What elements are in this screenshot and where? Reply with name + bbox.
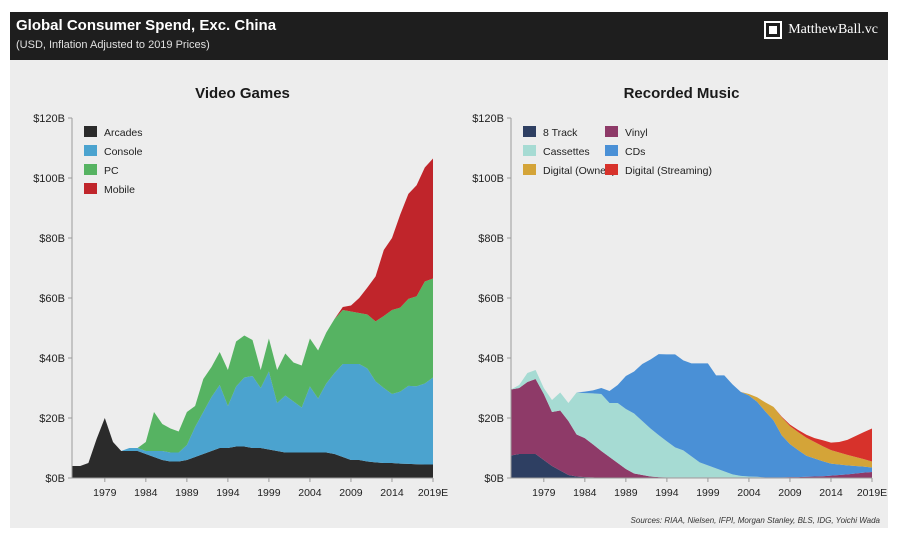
- legend-label-vinyl: Vinyl: [625, 127, 648, 139]
- chart-title: Video Games: [195, 85, 290, 102]
- x-tick-label: 2009: [339, 487, 363, 499]
- x-tick-label: 2014: [819, 487, 843, 499]
- x-tick-label: 2019E: [418, 487, 448, 499]
- x-tick-label: 2004: [298, 487, 322, 499]
- chart-title: Recorded Music: [624, 85, 740, 102]
- legend-label-console: Console: [104, 146, 143, 158]
- y-tick-label: $80B: [478, 233, 504, 245]
- x-tick-label: 1989: [614, 487, 638, 499]
- x-tick-label: 2009: [778, 487, 802, 499]
- y-tick-label: $60B: [39, 293, 65, 305]
- x-tick-label: 2014: [380, 487, 404, 499]
- y-tick-label: $60B: [478, 293, 504, 305]
- legend-swatch-8-track: [523, 126, 536, 137]
- legend-swatch-mobile: [84, 183, 97, 194]
- legend-swatch-console: [84, 145, 97, 156]
- header-bar: Global Consumer Spend, Exc. China (USD, …: [10, 12, 888, 60]
- y-tick-label: $40B: [39, 353, 65, 365]
- x-tick-label: 1999: [257, 487, 281, 499]
- y-tick-label: $40B: [478, 353, 504, 365]
- legend-label-arcades: Arcades: [104, 127, 143, 139]
- series-area-vinyl: [511, 379, 872, 478]
- brand-name: MatthewBall.vc: [788, 22, 878, 37]
- legend-label-digital-streaming: Digital (Streaming): [625, 165, 712, 177]
- x-tick-label: 1999: [696, 487, 720, 499]
- square-frame-icon: [764, 21, 783, 39]
- legend-swatch-cds: [605, 145, 618, 156]
- x-tick-label: 1994: [655, 487, 679, 499]
- x-tick-label: 1989: [175, 487, 199, 499]
- y-tick-label: $20B: [478, 413, 504, 425]
- y-tick-label: $20B: [39, 413, 65, 425]
- legend-label-digital-owned: Digital (Owned): [543, 165, 615, 177]
- y-tick-label: $0B: [45, 473, 65, 485]
- x-tick-label: 1984: [573, 487, 597, 499]
- y-tick-label: $120B: [33, 113, 65, 125]
- x-tick-label: 1984: [134, 487, 158, 499]
- series-area-cassettes: [511, 370, 872, 478]
- y-tick-label: $80B: [39, 233, 65, 245]
- legend-label-pc: PC: [104, 165, 119, 177]
- series-area-console: [72, 364, 433, 466]
- chart-frame: Global Consumer Spend, Exc. China (USD, …: [10, 12, 888, 528]
- legend-swatch-arcades: [84, 126, 97, 137]
- series-area-cds: [511, 354, 872, 478]
- series-area-mobile: [72, 158, 433, 466]
- legend-swatch-digital-owned: [523, 164, 536, 175]
- legend-label-8-track: 8 Track: [543, 127, 578, 139]
- legend: 8 Track Vinyl Cassettes CDs Digital (Owned) D…: [523, 126, 712, 177]
- video-games-chart: Video Games $0B $20B $40B $60B $80B $100B $120B…: [33, 85, 448, 499]
- y-tick-label: $100B: [472, 173, 504, 185]
- series-area-digital-owned: [511, 354, 872, 468]
- series-area-8-track: [511, 454, 872, 478]
- recorded-music-chart: Recorded Music $0B $20B $40B $60B $80B $100B $1…: [472, 85, 887, 499]
- y-tick-label: $100B: [33, 173, 65, 185]
- page-subtitle: (USD, Inflation Adjusted to 2019 Prices): [16, 39, 210, 51]
- y-tick-label: $120B: [472, 113, 504, 125]
- y-tick-label: $0B: [484, 473, 504, 485]
- legend-label-cds: CDs: [625, 146, 645, 158]
- x-tick-label: 2019E: [857, 487, 887, 499]
- source-note: Sources: RIAA, Nielsen, IFPI, Morgan Sta…: [630, 516, 880, 525]
- legend-swatch-pc: [84, 164, 97, 175]
- x-tick-label: 1994: [216, 487, 240, 499]
- x-tick-label: 1979: [93, 487, 117, 499]
- series-area-digital-streaming: [511, 354, 872, 462]
- legend-swatch-digital-streaming: [605, 164, 618, 175]
- x-tick-label: 2004: [737, 487, 761, 499]
- series-area-pc: [72, 278, 433, 466]
- page-title: Global Consumer Spend, Exc. China: [16, 17, 277, 34]
- legend: Arcades Console PC Mobile: [84, 126, 143, 196]
- x-tick-label: 1979: [532, 487, 556, 499]
- legend-label-mobile: Mobile: [104, 184, 135, 196]
- legend-swatch-cassettes: [523, 145, 536, 156]
- legend-swatch-vinyl: [605, 126, 618, 137]
- legend-label-cassettes: Cassettes: [543, 146, 590, 158]
- brand: MatthewBall.vc: [764, 21, 878, 39]
